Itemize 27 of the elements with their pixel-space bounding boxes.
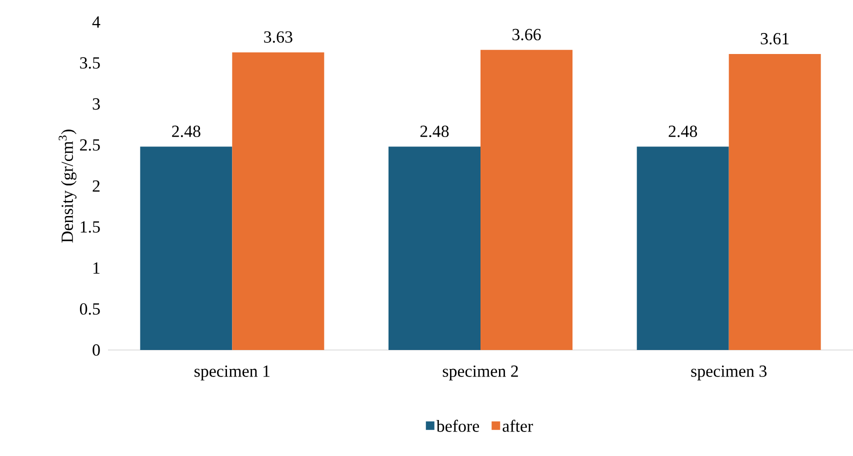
x-tick-label: specimen 2	[442, 366, 518, 380]
y-tick-label: 3.5	[80, 57, 100, 69]
bar	[636, 146, 729, 350]
y-axis-title: Density (gr/cm$^{3}$)	[58, 130, 76, 243]
y-tick-label: 0	[92, 344, 100, 356]
bar	[388, 146, 481, 350]
y-tick-label: 0.5	[80, 303, 100, 315]
y-tick-label: 4	[92, 16, 100, 28]
data-label: 2.48	[420, 126, 449, 138]
y-tick-label: 2.5	[80, 139, 100, 151]
y-tick-label: 1.5	[80, 221, 100, 233]
x-tick-label: specimen 3	[691, 366, 767, 380]
x-tick-label: specimen 1	[194, 366, 270, 380]
bar	[140, 146, 232, 350]
bar	[480, 50, 573, 350]
data-label: 3.61	[760, 32, 789, 44]
y-tick-label: 3	[92, 98, 100, 110]
data-label: 3.63	[264, 31, 292, 43]
legend-label: before	[436, 420, 480, 432]
bar	[728, 54, 821, 350]
bar	[232, 52, 324, 350]
y-tick-label: 2	[92, 180, 100, 192]
data-label: 3.66	[512, 28, 541, 40]
data-label: 2.48	[668, 126, 698, 138]
legend-label: after	[502, 420, 533, 432]
y-tick-label: 1	[93, 262, 100, 274]
data-label: 2.48	[172, 126, 200, 138]
